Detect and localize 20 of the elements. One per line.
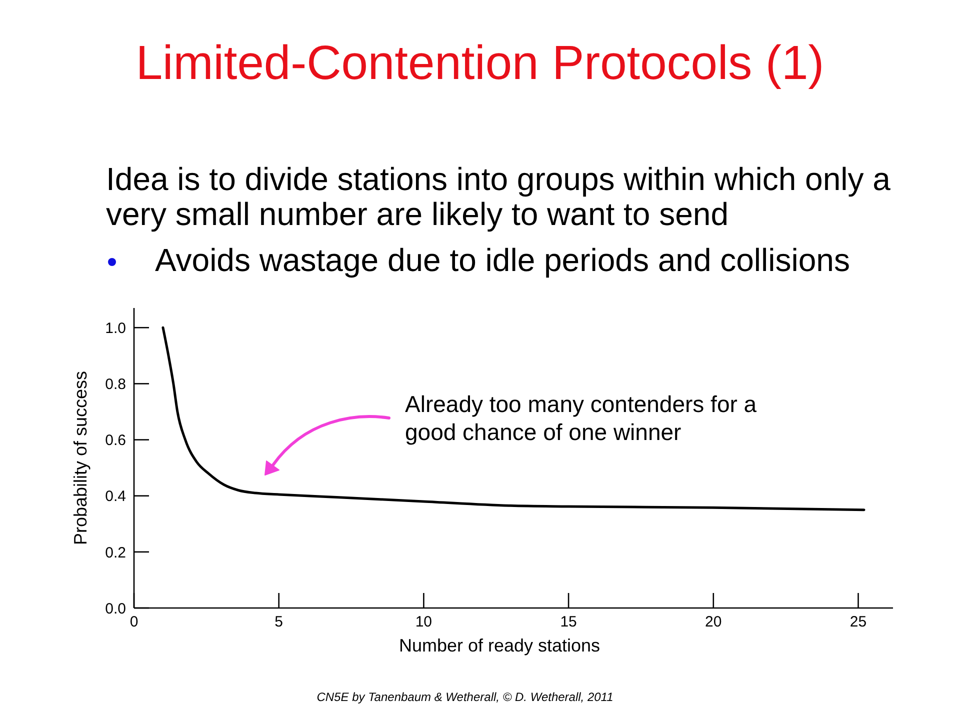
y-tick-label: 1.0: [105, 320, 126, 337]
x-tick-label: 5: [274, 614, 284, 631]
line-series: [162, 326, 866, 512]
x-tick-label: 25: [850, 614, 867, 631]
y-tick-label: 0.4: [105, 488, 126, 506]
y-tick-label: 0.6: [105, 432, 126, 450]
chart-title: Limited-Contention Protocols (1): [134, 37, 826, 90]
y-tick-label: 0.2: [105, 544, 126, 562]
annotation: Already too many contenders for a good chance of one winner: [405, 390, 758, 446]
text: Avoids wastage due to idle periods and collisions: [155, 242, 850, 278]
text: CN5E by Tanenbaum & Wetherall, © D. Wetherall, 2011: [316, 690, 614, 704]
x-tick-label: 10: [415, 614, 432, 631]
y-tick-label: 0.8: [105, 376, 126, 394]
x-axis-title: Number of ready stations: [398, 635, 600, 656]
y-axis-title: Probability of success: [70, 370, 90, 546]
x-tick-label: 20: [705, 614, 722, 631]
y-tick-label: 0.0: [105, 600, 126, 618]
x-tick-label: 0: [130, 614, 138, 631]
chart-subtitle: Idea is to divide stations into groups within which only a very small number are likely to want to send: [106, 161, 892, 232]
x-tick-label: 15: [560, 614, 577, 631]
